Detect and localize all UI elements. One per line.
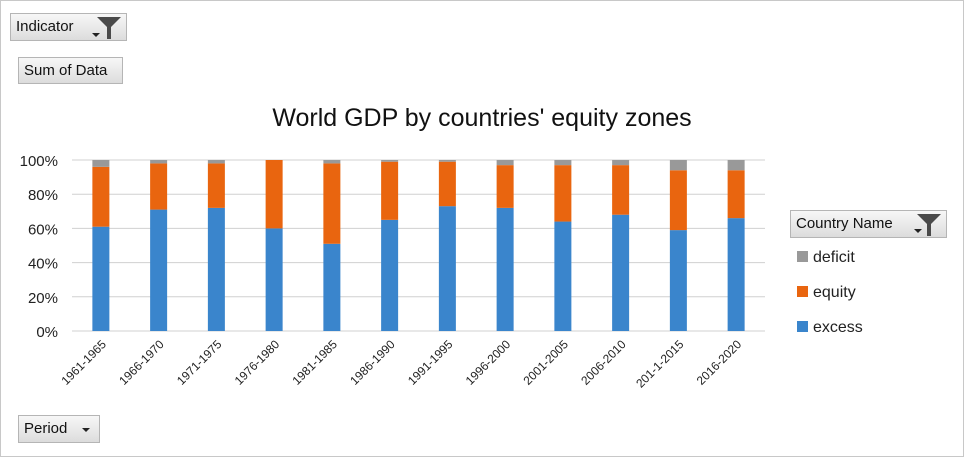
dropdown-arrow-icon [92,33,100,37]
country-name-label: Country Name [796,215,893,232]
filter-icon [97,17,121,39]
indicator-field-label: Indicator [16,18,74,35]
period-field-button[interactable]: Period [18,415,100,443]
indicator-field-button[interactable]: Indicator [10,13,127,41]
dropdown-arrow-icon [82,428,90,432]
dropdown-arrow-icon [914,229,922,233]
sum-of-data-field-button[interactable]: Sum of Data [18,57,123,84]
period-field-label: Period [24,420,68,437]
filter-icon [917,214,941,236]
country-name-field-button[interactable]: Country Name [790,210,947,238]
sum-of-data-label: Sum of Data [24,62,108,79]
